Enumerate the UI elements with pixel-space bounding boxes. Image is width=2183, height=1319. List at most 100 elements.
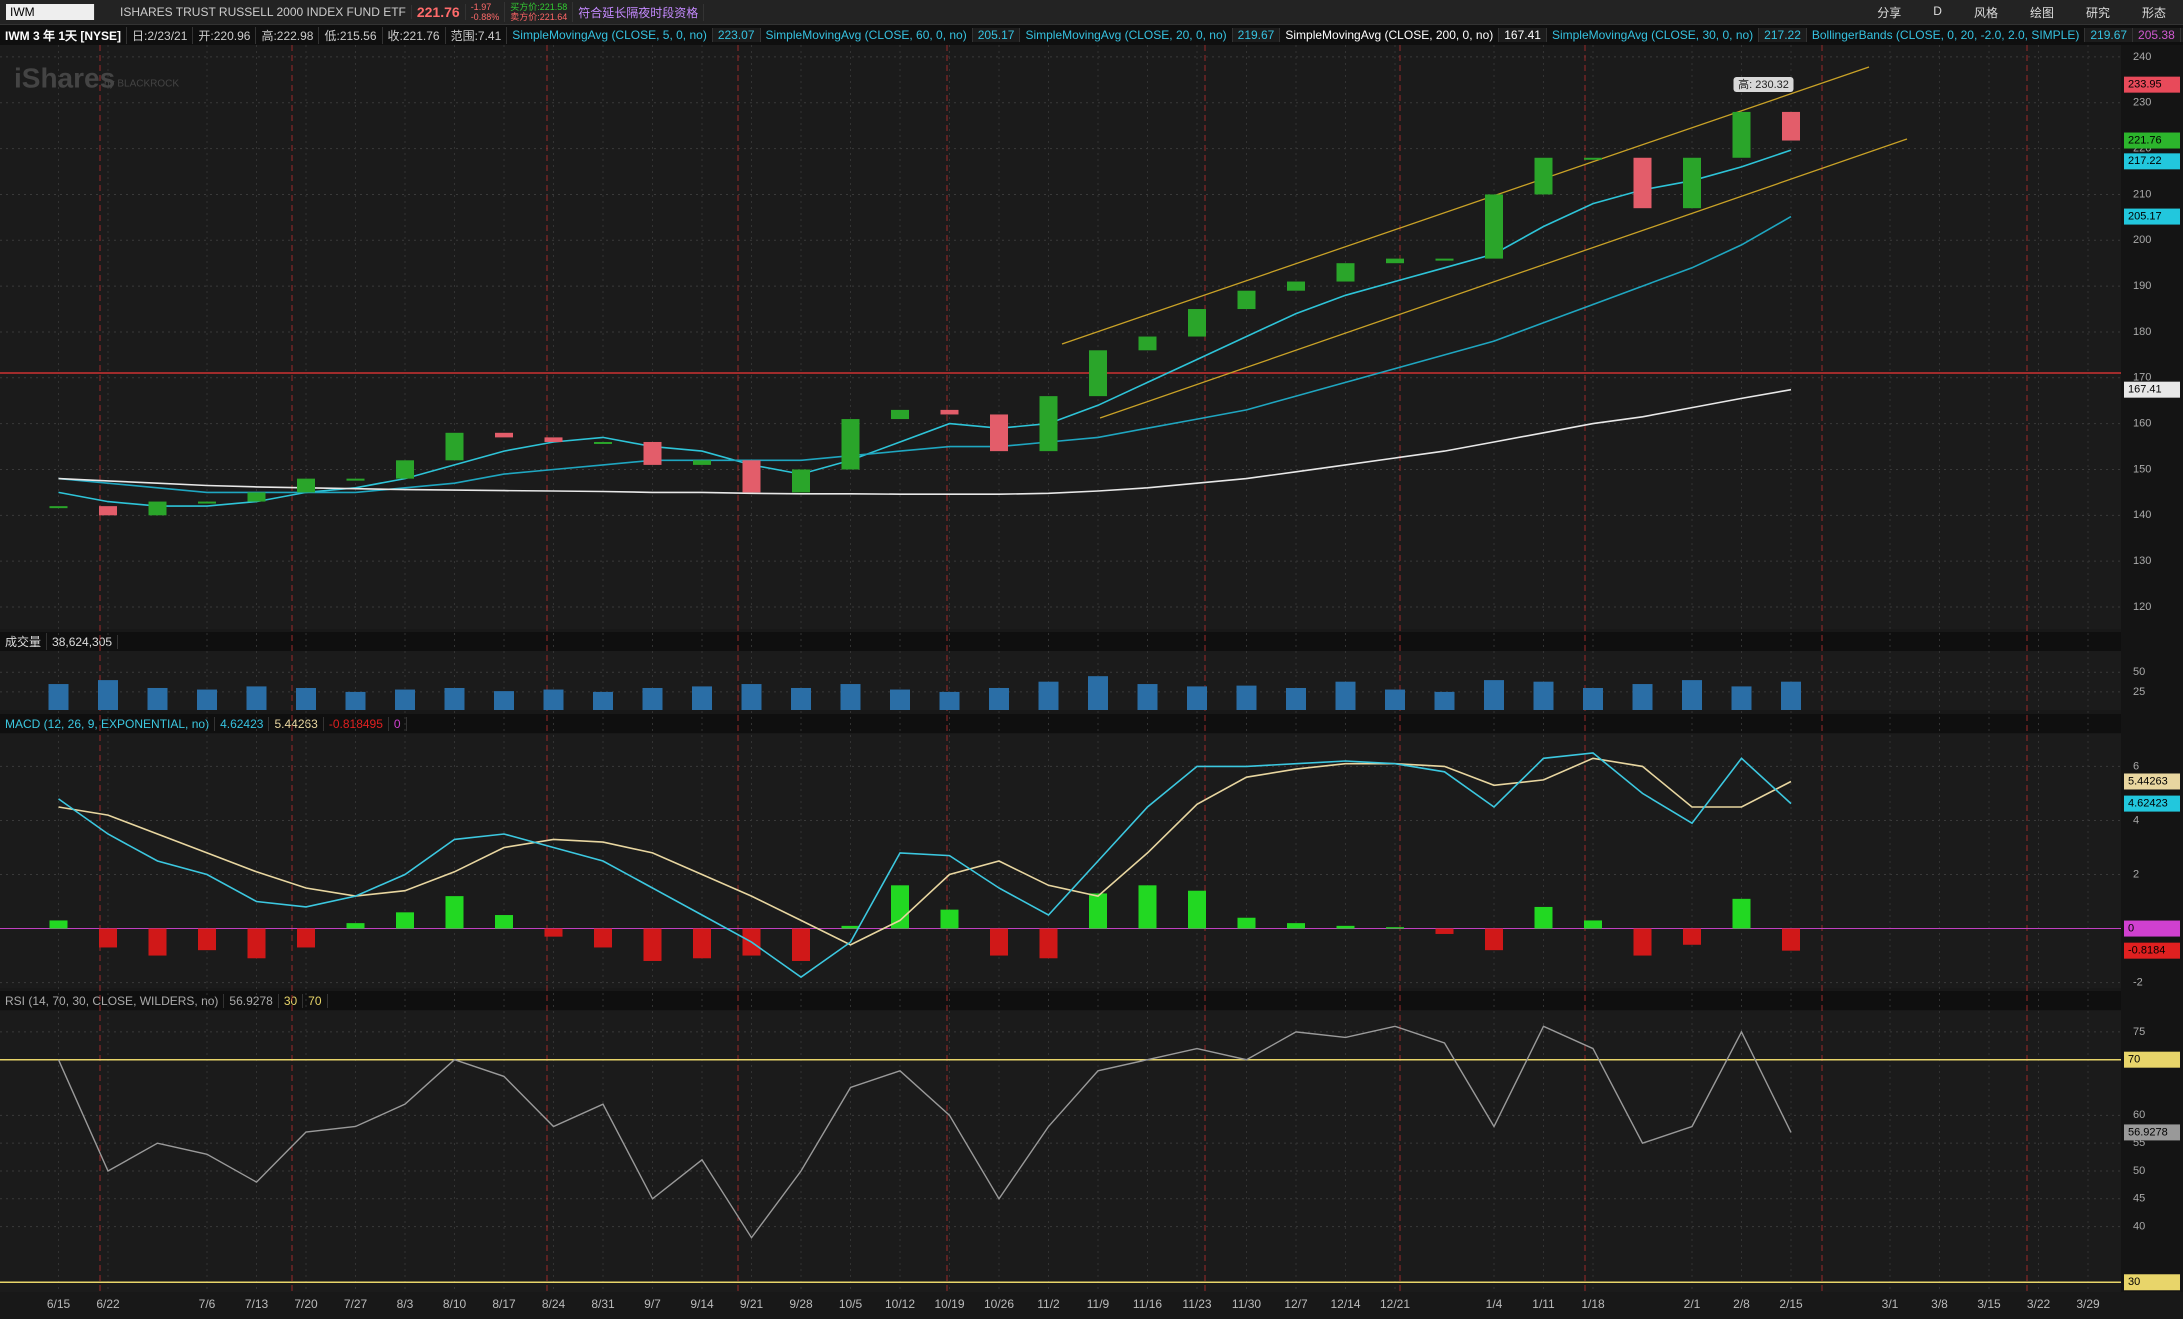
x-tick-label: 2/15 (1779, 1297, 1803, 1311)
ohlc-field: 高:222.98 (256, 26, 320, 44)
macd-hist (891, 885, 909, 929)
volume-bar (1335, 681, 1356, 710)
axis-marker-label: 70 (2128, 1054, 2140, 1066)
macd-hist (247, 928, 266, 959)
macd-hist (1138, 885, 1157, 929)
study-value: 219.67 (1232, 28, 1281, 42)
x-tick-label: 3/22 (2027, 1297, 2051, 1311)
volume-bar (1484, 680, 1504, 710)
watermark-by: by BLACKROCK (104, 79, 179, 90)
x-tick-label: 8/24 (542, 1297, 566, 1311)
y-tick-label: 55 (2133, 1137, 2145, 1149)
axis-marker (2124, 381, 2180, 398)
rsi-pane (0, 1011, 2121, 1292)
macd-hist (297, 928, 315, 948)
change: -1.97 (470, 2, 492, 12)
volume-bar (444, 687, 465, 710)
candle (792, 469, 810, 493)
toolbar-button[interactable]: 形态 (2141, 5, 2166, 20)
candle (1435, 258, 1454, 261)
y-tick-label: 140 (2133, 509, 2151, 521)
y-tick-label: 190 (2133, 280, 2151, 292)
macd-hist (940, 909, 959, 929)
macd-hist (99, 928, 117, 948)
volume-bar (147, 687, 168, 710)
macd-hist (693, 928, 711, 959)
candle (742, 460, 761, 493)
toolbar-button[interactable]: 绘图 (2029, 5, 2054, 20)
symbol-input[interactable]: IWM (6, 4, 95, 20)
candle (445, 432, 464, 461)
study-name: SimpleMovingAvg (CLOSE, 20, 0, no) (1020, 28, 1233, 42)
axis-marker-label: 221.76 (2128, 134, 2162, 146)
y-tick-label: 240 (2133, 51, 2151, 63)
indicator-line (58, 149, 1792, 507)
candle (346, 478, 365, 481)
rsi-value: 56.9278 (224, 993, 279, 1008)
volume-bar (395, 689, 415, 710)
candle (1188, 309, 1206, 337)
ohlc-field: 开:220.96 (193, 26, 257, 44)
volume-bar (197, 689, 217, 710)
volume-bar (1682, 680, 1702, 710)
candle (841, 419, 860, 470)
x-tick-label: 1/11 (1532, 1297, 1555, 1311)
y-tick-label: 170 (2133, 372, 2151, 384)
toolbar-button[interactable]: 分享 (1877, 5, 1902, 20)
axis-marker-label: 167.41 (2128, 384, 2162, 396)
macd-hist (544, 928, 563, 937)
y-tick-label: 70 (2133, 1054, 2145, 1066)
candle (643, 441, 662, 465)
volume-bar (48, 684, 69, 710)
volume-bar (642, 687, 663, 710)
x-tick-label: 10/19 (934, 1297, 964, 1311)
volume-bar (1088, 676, 1108, 710)
x-tick-label: 6/22 (96, 1297, 120, 1311)
x-tick-label: 7/13 (245, 1297, 269, 1311)
candle (544, 437, 563, 442)
volume-bar (989, 687, 1009, 710)
y-tick-label: 210 (2133, 188, 2151, 200)
candle (693, 460, 711, 465)
x-tick-label: 1/4 (1486, 1297, 1503, 1311)
bid: 买方价:221.58 (510, 2, 568, 12)
candle (1237, 290, 1256, 310)
indicator-line (58, 215, 1792, 494)
rsi-overbought: 70 (303, 993, 328, 1008)
toolbar-buttons: 分享 D 风格 绘图 研究 形态 (1850, 4, 2183, 21)
y-tick-label: 230 (2133, 97, 2151, 109)
volume-bar (890, 689, 910, 710)
x-tick-label: 6/15 (47, 1297, 71, 1311)
study-name: SimpleMovingAvg (CLOSE, 60, 0, no) (761, 28, 973, 42)
candle (1732, 111, 1751, 158)
indicator-line (58, 388, 1792, 495)
y-tick-label: 50 (2133, 1165, 2145, 1177)
macd-hist (198, 928, 216, 951)
ohlc-field: 低:215.56 (319, 26, 383, 44)
toolbar-button[interactable]: 研究 (2085, 5, 2110, 20)
macd-hist (445, 896, 464, 929)
toolbar-button[interactable]: D (1933, 3, 1942, 18)
candle (1138, 336, 1157, 351)
volume-bar (791, 687, 811, 710)
axis-marker (2124, 1051, 2180, 1068)
macd-header: MACD (12, 26, 9, EXPONENTIAL, no) 4.6242… (0, 714, 2183, 733)
volume-bar (939, 691, 960, 710)
axis-marker (2124, 773, 2180, 790)
x-tick-label: 2/1 (1684, 1297, 1701, 1311)
trend-channel-lower (1099, 138, 1908, 419)
macd-hist (1633, 928, 1652, 956)
change-pct: -0.88% (470, 12, 500, 22)
x-tick-label: 11/23 (1182, 1297, 1211, 1311)
study-value: 217.22 (1759, 28, 1807, 42)
volume-bar (1236, 685, 1257, 710)
study-value: 223.07 (712, 28, 761, 42)
indicator-line (58, 752, 1792, 979)
toolbar-button[interactable]: 风格 (1973, 5, 1998, 20)
volume-bar (1434, 691, 1455, 710)
volume-bar (98, 680, 118, 710)
macd-hist (1089, 893, 1107, 929)
x-tick-label: 9/7 (644, 1297, 661, 1311)
axis-marker-label: 217.22 (2128, 155, 2162, 167)
